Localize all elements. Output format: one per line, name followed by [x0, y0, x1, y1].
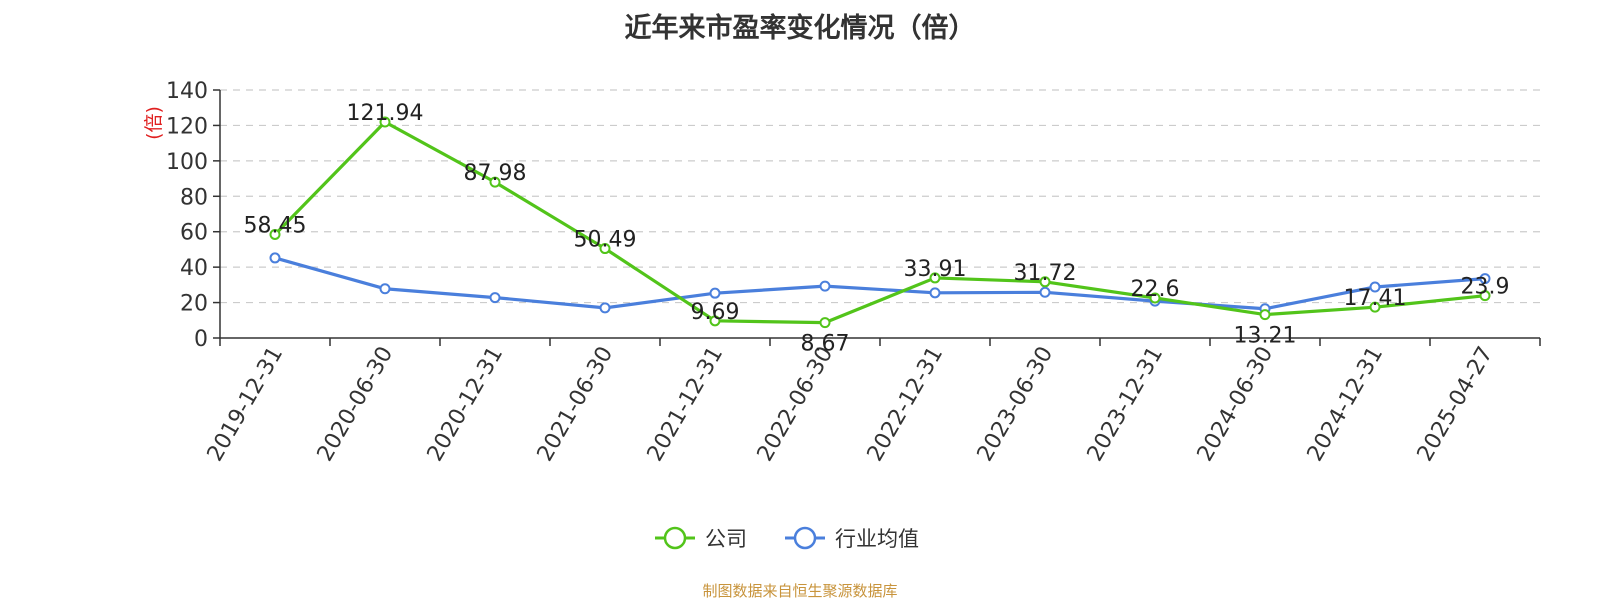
data-point: [1149, 292, 1161, 304]
y-axis-label: (倍): [143, 106, 165, 140]
y-tick-label: 0: [194, 327, 208, 352]
data-point: [379, 116, 391, 128]
x-tick-label: 2019-12-31: [203, 343, 289, 466]
y-tick-label: 20: [180, 292, 208, 317]
data-point: [269, 228, 281, 240]
data-point: [1039, 276, 1051, 288]
data-point: [819, 317, 831, 329]
data-point: [379, 283, 391, 295]
data-point: [1259, 309, 1271, 321]
data-point: [709, 315, 721, 327]
y-tick-label: 40: [180, 256, 208, 281]
data-point: [489, 176, 501, 188]
data-label: 9.69: [691, 300, 740, 325]
x-tick-label: 2024-06-30: [1193, 343, 1279, 466]
legend-marker: [663, 526, 687, 550]
data-label: 13.21: [1234, 324, 1297, 349]
series-line-1: [274, 256, 1486, 311]
data-point: [599, 243, 611, 255]
data-label: 31.72: [1014, 261, 1077, 286]
y-tick-label: 80: [180, 185, 208, 210]
data-point: [1039, 286, 1051, 298]
data-label: 23.9: [1461, 275, 1510, 300]
y-tick-label: 140: [166, 79, 208, 104]
series-line-0: [273, 120, 1486, 325]
legend-label: 公司: [705, 527, 747, 551]
data-label: 50.49: [574, 228, 637, 253]
data-point: [819, 280, 831, 292]
data-point: [269, 252, 281, 264]
data-label: 22.6: [1131, 277, 1180, 302]
data-label: 87.98: [464, 161, 527, 186]
x-tick-label: 2025-04-27: [1413, 343, 1499, 466]
data-label: 8.67: [801, 332, 850, 357]
x-tick-label: 2020-06-30: [313, 343, 399, 466]
chart-title: 近年来市盈率变化情况（倍）: [624, 13, 976, 44]
data-label: 33.91: [904, 257, 967, 282]
data-point: [1479, 273, 1491, 285]
x-tick-label: 2021-06-30: [533, 343, 619, 466]
data-point: [1369, 281, 1381, 293]
y-axis-ticks: 0 20 40 60 80 100 120 140: [166, 79, 220, 352]
x-tick-label: 2023-12-31: [1083, 343, 1169, 466]
legend-marker: [793, 526, 817, 550]
data-point: [1369, 301, 1381, 313]
legend-label: 行业均值: [835, 527, 919, 551]
x-tick-label: 2020-12-31: [423, 343, 509, 466]
data-point: [929, 272, 941, 284]
legend: 公司 行业均值: [655, 526, 919, 551]
y-tick-label: 60: [180, 221, 208, 246]
source-note: 制图数据来自恒生聚源数据库: [702, 582, 898, 600]
y-tick-label: 120: [166, 114, 208, 139]
x-tick-label: 2024-12-31: [1303, 343, 1389, 466]
x-axis-ticks: 2019-12-31 2020-06-30 2020-12-31 2021-06-30…: [203, 338, 1541, 466]
data-point: [489, 292, 501, 304]
y-tick-label: 100: [166, 150, 208, 175]
x-tick-label: 2023-06-30: [973, 343, 1059, 466]
x-tick-label: 2021-12-31: [643, 343, 729, 466]
x-tick-label: 2022-12-31: [863, 343, 949, 466]
data-labels: 58.45 121.94 87.98 50.49 9.69 8.67 33.91 31.72 2…: [244, 101, 1510, 357]
x-tick-label: 2022-06-30: [753, 343, 839, 466]
data-label: 121.94: [347, 101, 424, 126]
series-lines: [269, 116, 1491, 329]
data-point: [599, 302, 611, 314]
data-point: [709, 287, 721, 299]
data-point: [1479, 290, 1491, 302]
data-label: 58.45: [244, 213, 307, 238]
data-point: [929, 287, 941, 299]
data-label: 17.41: [1344, 286, 1407, 311]
